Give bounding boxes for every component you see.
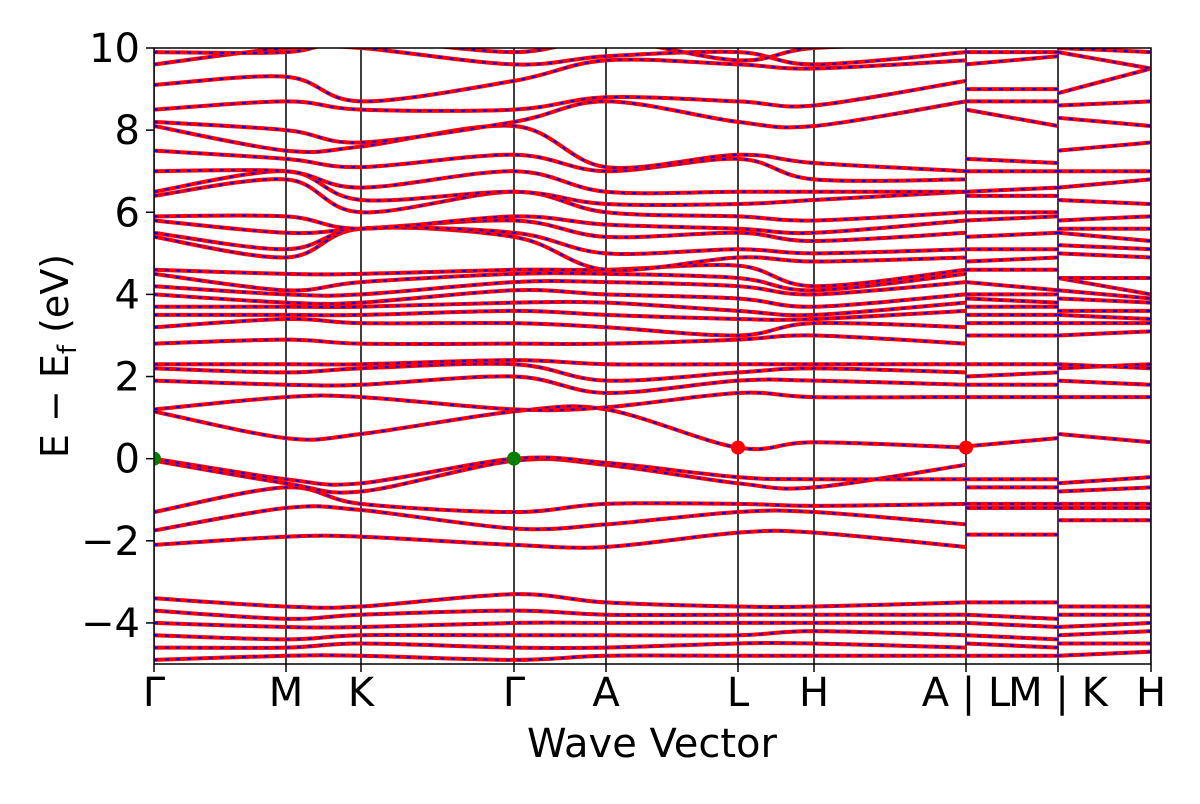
axes-frame [153,47,1152,665]
y-label-unit: (eV) [33,254,77,345]
band-line-dashed [154,219,1151,243]
band-line [154,99,1151,145]
y-tick-label: −2 [81,519,140,565]
y-tick-label: 8 [115,108,140,154]
band-line-dashed [154,178,1151,222]
band-line [154,608,1151,621]
y-tick-label: 6 [115,190,140,236]
x-tick-label: A [592,670,620,716]
band-line-dashed [154,375,1151,394]
band-line [154,316,1151,338]
y-tick-label: 0 [115,437,140,483]
x-tick-label: L [727,670,750,716]
band-line-dashed [154,391,1151,412]
x-tick-label: M [269,670,304,716]
band-line-dashed [154,149,1151,182]
band-line [154,48,1151,63]
band-line [154,57,1151,104]
y-axis-label: E − Ef (eV) [33,254,83,458]
band-line-dashed [154,100,1151,144]
x-tick-label: Γ [143,670,166,716]
band-line-dashed [154,226,1151,255]
band-line-dashed [154,593,1151,609]
band-line-dashed [154,405,1151,451]
x-tick-label: K [348,670,376,716]
band-line-dashed [154,300,1151,317]
y-label-main: E − E [33,354,77,458]
band-line-dashed [154,519,1151,549]
x-tick-label: A | L [922,670,1011,716]
band-line-dashed [154,279,1151,300]
y-tick-label: −4 [81,601,140,647]
band-line-dashed [154,170,1151,207]
band-line [154,218,1151,244]
band-line-dashed [154,272,1151,296]
y-tick-label: 4 [115,272,140,318]
band-edge-marker [731,440,745,455]
x-tick-label: M | K [1008,670,1109,716]
band-line-dashed [154,457,1151,494]
band-line [154,390,1151,413]
band-line-dashed [154,289,1151,308]
band-line-dashed [154,317,1151,337]
y-tick-label: 10 [89,26,140,72]
band-edge-marker [959,440,973,455]
band-line-dashed [154,630,1151,641]
band-line-dashed [154,168,1151,195]
band-line-dashed [154,486,1151,514]
y-label-sub: f [53,344,83,354]
x-tick-label: Γ [503,670,526,716]
band-line [154,177,1151,223]
y-tick-label: 2 [115,355,140,401]
band-line-dashed [154,621,1151,629]
band-line-dashed [154,79,1151,112]
band-line-dashed [154,330,1151,345]
band-line-dashed [154,641,1151,650]
band-edge-marker [507,451,521,466]
band-line-dashed [154,650,1151,661]
band-line [154,504,1151,533]
band-line-dashed [154,58,1151,103]
x-tick-label: H [1136,670,1166,716]
band-line-dashed [154,609,1151,620]
band-line-dashed [154,359,1151,370]
x-tick-label: H [799,670,829,716]
band-line-dashed [154,456,1151,486]
band-line-dashed [154,124,1151,173]
band-line-dashed [154,214,1151,235]
plot-area [154,48,1151,664]
band-line-dashed [154,309,1151,321]
x-axis-label: Wave Vector [527,721,778,767]
band-line-dashed [154,48,1151,70]
band-line [154,592,1151,610]
band-line-dashed [154,226,1151,272]
band-line-dashed [154,263,1151,288]
band-line-dashed [154,48,1151,62]
band-edge-marker [154,451,161,466]
band-line-dashed [154,505,1151,532]
